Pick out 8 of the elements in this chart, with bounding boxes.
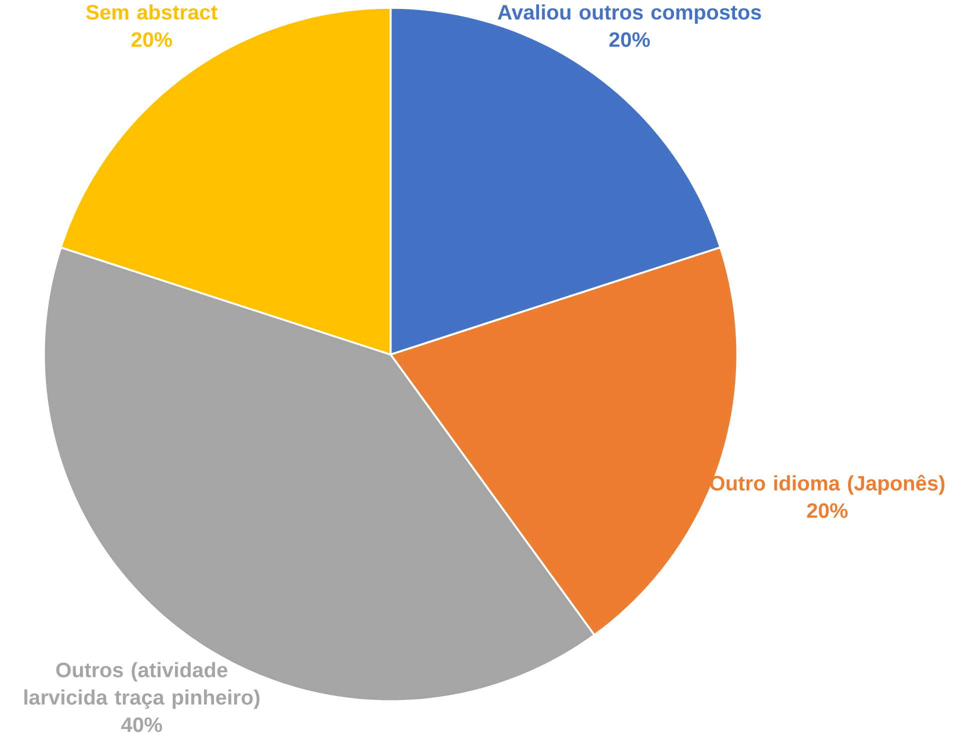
- data-label: 40%: [121, 717, 162, 732]
- data-label: 20%: [807, 503, 848, 518]
- slice-label: Sem abstract: [86, 4, 218, 20]
- data-label: 20%: [609, 32, 650, 47]
- slice-label: Avaliou outros compostos: [498, 4, 761, 24]
- data-label: 20%: [132, 32, 172, 47]
- slice-label: Outro idioma (Japonês): [710, 474, 944, 495]
- slice-label: Outros (atividade larvicida traça pinheiro): [24, 662, 260, 709]
